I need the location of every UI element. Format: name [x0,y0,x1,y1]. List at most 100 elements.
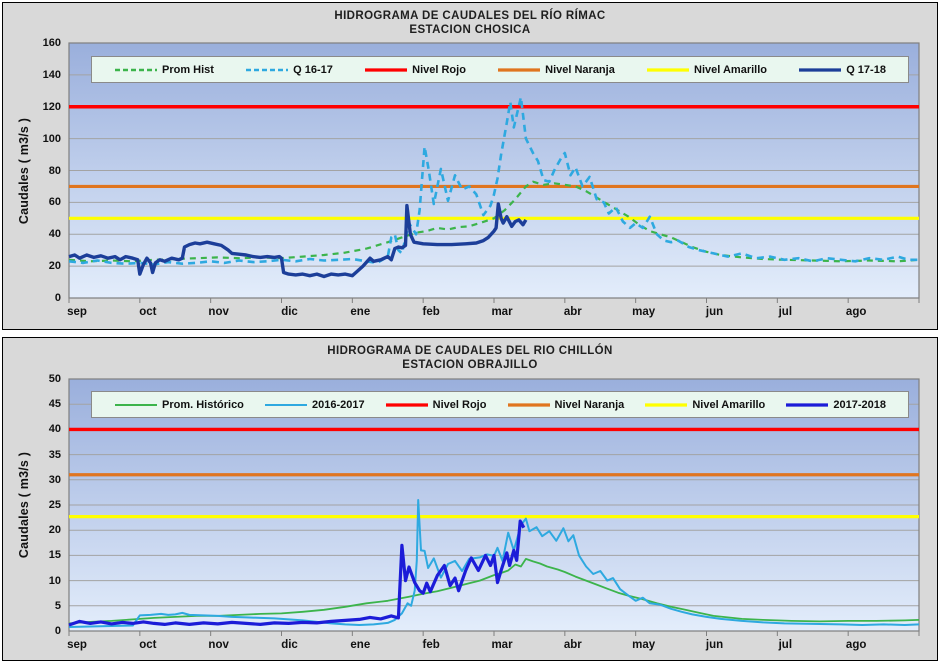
plot-svg [68,378,920,636]
x-tick-label: feb [422,639,440,651]
x-tick-label: jun [705,639,724,651]
chart-title-block: HIDROGRAMA DE CAUDALES DEL RIO CHILLÓN E… [3,344,937,372]
x-tick-label: jul [778,306,793,318]
x-tick-label: may [632,306,656,318]
chart-panel-rimac: HIDROGRAMA DE CAUDALES DEL RÍO RÍMAC EST… [2,2,938,330]
x-tick-label: ene [350,639,371,651]
y-tick-label: 60 [48,196,61,209]
y-tick-label: 40 [48,423,61,436]
x-tick-label: jun [705,306,724,318]
x-tick-label: sep [67,306,87,318]
x-tick-label: dic [281,306,298,318]
legend-label-nivel-amarillo: Nivel Amarillo [694,63,767,76]
y-tick-label: 140 [42,68,61,81]
legend: Prom. Histórico 2016-2017 Nivel Rojo Nivel … [91,391,909,418]
y-tick-label: 100 [42,132,61,145]
legend-swatch-prom-histórico [115,403,157,406]
legend-item-prom-hist: Prom Hist [114,64,214,76]
legend-label-q-17-18: Q 17-18 [846,63,886,76]
y-tick-label: 160 [42,37,61,49]
x-tick-label: nov [208,306,229,318]
plot-area-container [67,377,923,646]
legend-label-2017-2018: 2017-2018 [833,398,886,411]
x-tick-label: sep [67,639,87,651]
legend-swatch-2016-2017 [264,403,307,406]
legend: Prom Hist Q 16-17 Nivel Rojo Nivel Naranja N… [91,56,909,83]
legend-swatch-2017-2018 [786,402,829,407]
y-tick-label: 20 [48,260,61,273]
legend-item-nivel-rojo: Nivel Rojo [385,398,487,411]
x-tick-label: ene [350,306,371,318]
x-tick-label: ago [845,639,867,651]
x-tick-label: oct [139,306,157,318]
chart-title-block: HIDROGRAMA DE CAUDALES DEL RÍO RÍMAC EST… [3,9,937,37]
legend-item-prom-histórico: Prom. Histórico [114,399,244,411]
legend-label-prom-histórico: Prom. Histórico [162,398,244,411]
legend-item-nivel-rojo: Nivel Rojo [364,64,466,76]
legend-item-2017-2018: 2017-2018 [785,399,886,411]
chart-title: HIDROGRAMA DE CAUDALES DEL RIO CHILLÓN [327,345,613,357]
x-tick-label: mar [491,639,513,651]
y-tick-label: 5 [54,599,61,612]
x-tick-label: feb [422,306,440,318]
legend-item-nivel-naranja: Nivel Naranja [497,64,615,76]
series-line-q-16-17 [68,95,919,266]
x-tick-label: abr [563,306,582,318]
x-tick-label: dic [281,639,298,651]
plot-svg [68,42,920,303]
y-tick-label: 0 [54,292,61,304]
legend-label-nivel-naranja: Nivel Naranja [554,398,625,411]
legend-item-q-17-18: Q 17-18 [798,64,886,76]
chart-title: HIDROGRAMA DE CAUDALES DEL RÍO RÍMAC [334,10,606,22]
series-line-q-17-18 [68,202,528,279]
legend-swatch-nivel-rojo [365,67,408,72]
legend-label-2016-2017: 2016-2017 [311,398,365,411]
y-tick-label: 25 [48,499,61,511]
legend-swatch-prom-hist [115,68,157,71]
chart-panel-chillon: HIDROGRAMA DE CAUDALES DEL RIO CHILLÓN E… [2,337,938,661]
legend-swatch-q-16-17 [246,68,289,71]
legend-item-q-16-17: Q 16-17 [245,64,333,76]
x-tick-label: jul [778,639,793,651]
legend-item-nivel-naranja: Nivel Naranja [507,398,625,411]
legend-swatch-nivel-naranja [507,402,550,407]
y-tick-label: 35 [48,448,61,461]
x-tick-label: nov [208,639,229,651]
y-tick-label: 0 [54,625,61,637]
legend-label-nivel-amarillo: Nivel Amarillo [692,398,766,411]
y-tick-label: 50 [48,373,61,385]
series-line-2017-2018 [68,519,526,627]
y-tick-label: 40 [48,228,61,241]
y-tick-label: 120 [42,100,61,113]
x-tick-label: oct [139,639,157,651]
legend-label-q-16-17: Q 16-17 [293,63,333,76]
series-line-2016-2017 [68,499,920,628]
plot-area-container [67,41,923,313]
x-tick-label: may [632,639,656,651]
y-tick-label: 80 [48,164,61,177]
y-tick-label: 15 [48,549,61,562]
series-line-prom-histórico [68,558,920,625]
legend-item-2016-2017: 2016-2017 [264,399,365,411]
legend-label-nivel-rojo: Nivel Rojo [412,63,466,76]
legend-swatch-q-17-18 [799,67,842,72]
x-tick-label: ago [845,306,867,318]
x-tick-label: abr [563,639,582,651]
legend-swatch-nivel-amarillo [647,67,690,72]
chart-subtitle: ESTACION CHOSICA [409,24,531,36]
legend-swatch-nivel-rojo [385,402,428,407]
y-tick-label: 10 [48,574,61,587]
legend-item-nivel-amarillo: Nivel Amarillo [646,64,767,76]
y-tick-label: 20 [48,524,61,537]
y-tick-label: 45 [48,398,61,411]
legend-item-nivel-amarillo: Nivel Amarillo [644,399,765,411]
legend-label-nivel-naranja: Nivel Naranja [545,63,615,76]
x-tick-label: mar [491,306,513,318]
legend-label-nivel-rojo: Nivel Rojo [432,398,487,411]
chart-subtitle: ESTACION OBRAJILLO [402,359,538,371]
legend-label-prom-hist: Prom Hist [162,63,214,76]
legend-swatch-nivel-amarillo [645,402,688,407]
y-tick-label: 30 [48,473,61,486]
legend-swatch-nivel-naranja [498,67,541,72]
